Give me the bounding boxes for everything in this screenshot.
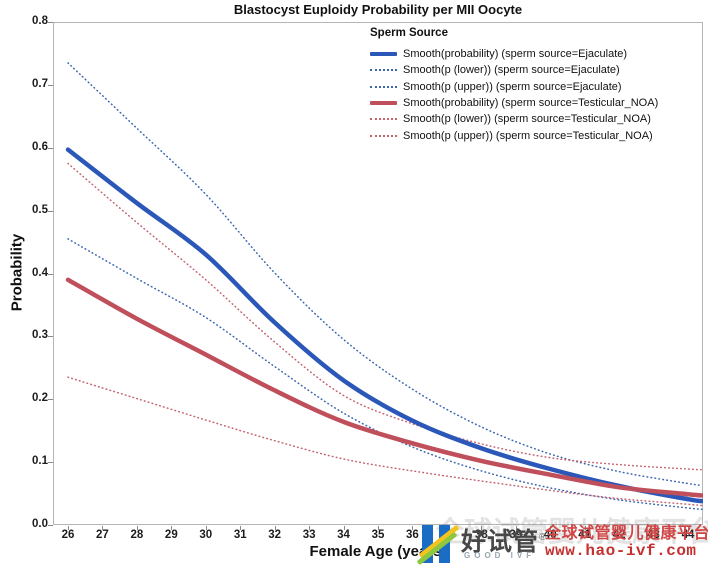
legend-label: Smooth(probability) (sperm source=Ejacul… xyxy=(403,48,628,61)
x-tick-mark xyxy=(136,526,138,530)
x-tick-label: 44 xyxy=(681,529,695,541)
hao-ivf-logo-icon xyxy=(416,522,462,566)
y-tick-label: 0.3 xyxy=(32,329,48,342)
legend-item: Smooth(probability) (sperm source=Ejacul… xyxy=(370,46,658,62)
x-tick-label: 39 xyxy=(509,529,523,541)
x-tick-mark xyxy=(688,526,689,530)
watermark-ghost-text: 全球试管婴儿健康平台 xyxy=(436,515,708,548)
y-tick-mark xyxy=(48,462,53,464)
legend-label: Smooth(probability) (sperm source=Testic… xyxy=(403,97,659,110)
x-tick-mark xyxy=(619,526,621,530)
x-tick-label: 32 xyxy=(268,529,282,541)
x-tick-label: 33 xyxy=(302,529,316,541)
x-tick-mark xyxy=(584,526,586,530)
x-tick-label: 31 xyxy=(233,529,247,541)
x-tick-label: 40 xyxy=(543,529,557,541)
y-axis-label: Probability xyxy=(8,233,26,312)
legend-item: Smooth(p (upper)) (sperm source=Ejaculat… xyxy=(370,79,658,95)
y-tick-label: 0.8 xyxy=(32,15,48,27)
y-tick-mark xyxy=(48,399,53,401)
x-tick-label: 34 xyxy=(337,529,350,541)
y-tick-mark xyxy=(48,22,53,23)
legend-label: Smooth(p (lower)) (sperm source=Testicul… xyxy=(403,113,651,126)
x-tick-mark xyxy=(412,526,414,530)
legend-item: Smooth(p (lower)) (sperm source=Ejaculat… xyxy=(370,62,658,78)
legend-label: Smooth(p (upper)) (sperm source=Testicul… xyxy=(403,129,653,142)
x-tick-mark xyxy=(378,526,379,530)
legend-title: Sperm Source xyxy=(370,27,448,39)
y-tick-label: 0.4 xyxy=(32,266,48,279)
series-ci-line xyxy=(67,162,703,471)
y-tick-mark xyxy=(48,336,53,338)
x-tick-label: 27 xyxy=(96,529,109,541)
legend: Sperm Source Smooth(probability) (sperm … xyxy=(370,27,658,144)
registered-mark: ® xyxy=(539,532,548,543)
x-tick-label: 36 xyxy=(406,529,419,541)
y-tick-label: 0.2 xyxy=(32,392,48,405)
y-tick-label: 0.6 xyxy=(32,140,48,153)
x-tick-mark xyxy=(205,526,207,530)
x-tick-label: 29 xyxy=(164,529,178,541)
legend-swatch-dotted-icon xyxy=(370,134,397,137)
legend-swatch-dotted-icon xyxy=(370,69,397,72)
watermark-tagline: 全球试管婴儿健康平台 xyxy=(545,523,708,542)
series-ci-line xyxy=(67,376,703,507)
x-tick-mark xyxy=(343,526,345,530)
series-ci-line xyxy=(67,62,703,487)
y-tick-mark xyxy=(48,84,53,86)
x-tick-label: 28 xyxy=(130,529,144,541)
y-tick-mark xyxy=(48,273,53,275)
x-axis-label: Female Age (years) xyxy=(309,543,447,560)
watermark-logo-subtext: GOOD IVF xyxy=(464,551,536,560)
x-tick-mark xyxy=(550,526,552,530)
y-tick-label: 0.7 xyxy=(32,77,48,90)
x-tick-label: 35 xyxy=(371,529,385,541)
logo-bar xyxy=(422,525,433,563)
y-tick-mark xyxy=(48,147,53,149)
series-mean-line xyxy=(65,277,703,498)
legend-label: Smooth(p (upper)) (sperm source=Ejaculat… xyxy=(403,80,622,93)
x-tick-label: 42 xyxy=(612,529,626,541)
legend-swatch-dotted-icon xyxy=(370,85,397,88)
y-tick-label: 0.5 xyxy=(32,203,48,216)
legend-item: Smooth(probability) (sperm source=Testic… xyxy=(370,95,658,111)
logo-text: 好试管 xyxy=(461,528,540,556)
legend-label: Smooth(p (lower)) (sperm source=Ejaculat… xyxy=(403,64,620,77)
y-tick-label: 0.1 xyxy=(32,455,48,468)
x-tick-mark xyxy=(171,526,173,530)
x-tick-mark xyxy=(309,526,311,530)
legend-swatch-solid-icon xyxy=(370,52,397,57)
watermark-url: www.hao-ivf.com xyxy=(545,542,697,560)
x-tick-mark xyxy=(240,526,242,530)
x-tick-mark xyxy=(515,526,517,530)
chart-title: Blastocyst Euploidy Probability per MII … xyxy=(233,2,523,17)
x-tick-label: 41 xyxy=(578,529,592,541)
legend-item: Smooth(p (upper)) (sperm source=Testicul… xyxy=(370,127,658,143)
x-tick-mark xyxy=(481,526,483,530)
y-tick-mark xyxy=(48,525,53,526)
x-tick-mark xyxy=(274,526,276,530)
x-tick-mark xyxy=(653,526,655,530)
legend-swatch-solid-icon xyxy=(370,101,397,106)
y-tick-mark xyxy=(48,210,53,212)
legend-item: Smooth(p (lower)) (sperm source=Testicul… xyxy=(370,111,658,127)
y-tick-label: 0.0 xyxy=(32,518,48,530)
series-mean-line xyxy=(65,147,703,504)
x-tick-label: 26 xyxy=(61,529,75,541)
x-tick-label: 30 xyxy=(199,529,213,541)
legend-swatch-dotted-icon xyxy=(370,118,397,121)
x-tick-label: 38 xyxy=(474,529,488,541)
plot-area xyxy=(53,22,703,525)
series-ci-line xyxy=(67,238,703,511)
x-tick-label: 43 xyxy=(647,529,660,541)
watermark-logo-text: 好试管® xyxy=(461,522,547,558)
x-tick-mark xyxy=(102,526,104,530)
x-tick-mark xyxy=(68,526,69,530)
legend-items: Smooth(probability) (sperm source=Ejacul… xyxy=(370,46,658,144)
